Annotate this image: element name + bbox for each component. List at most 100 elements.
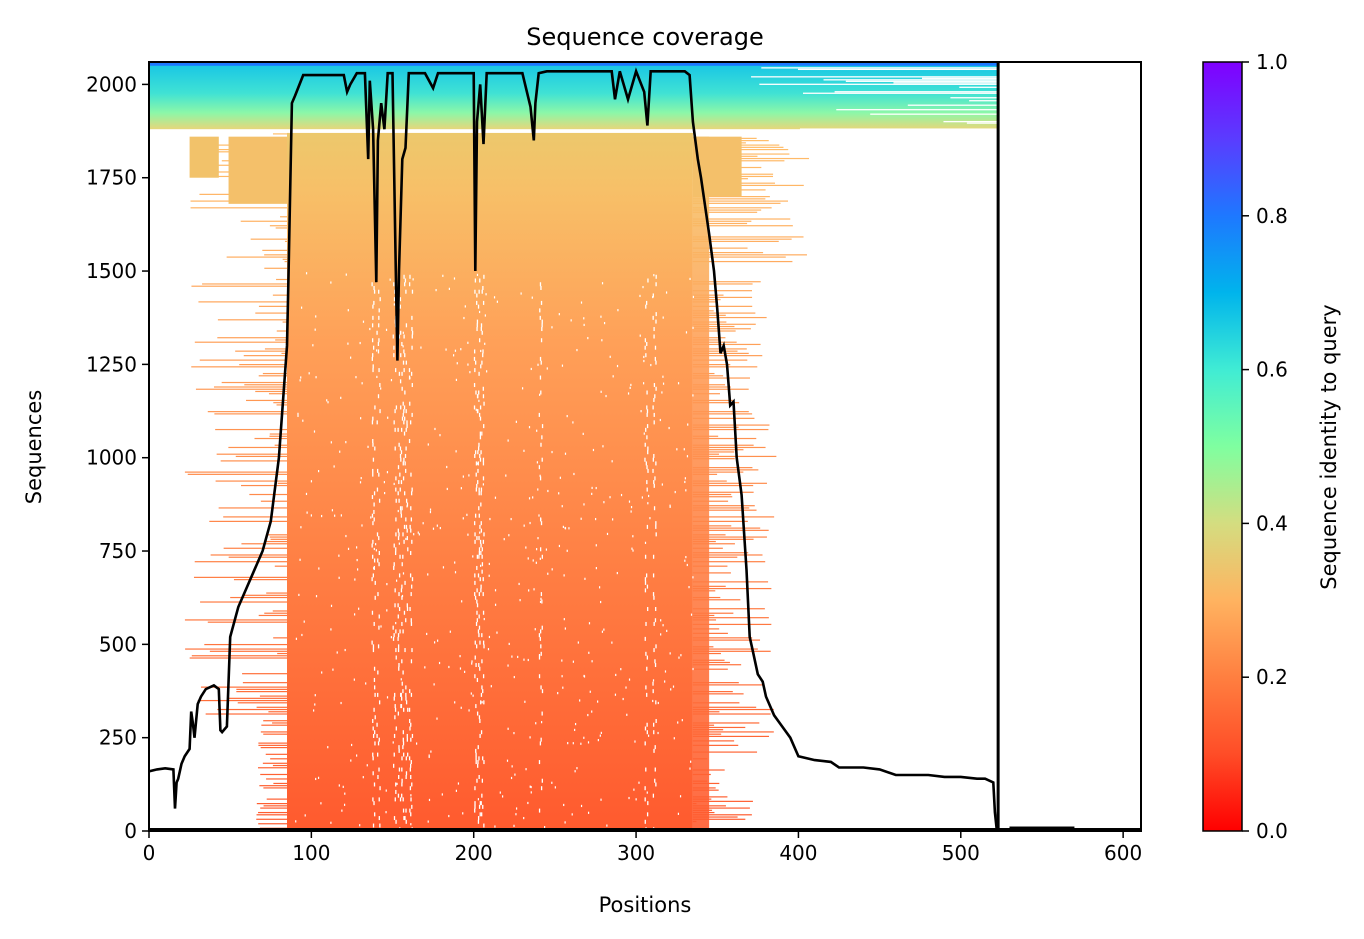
heatmap-right-strip [692, 796, 728, 798]
heatmap-gap [482, 353, 484, 358]
heatmap-gap [403, 610, 406, 615]
heatmap-speck [627, 392, 630, 395]
heatmap-gap [541, 327, 543, 332]
heatmap-right-strip [692, 516, 775, 518]
heatmap-gap [408, 756, 411, 761]
heatmap-speck [689, 277, 691, 281]
heatmap-left-strip [264, 254, 288, 256]
heatmap-speck [600, 390, 602, 393]
heatmap-speck [563, 618, 565, 621]
heatmap-gap [480, 730, 483, 735]
heatmap-gap [474, 592, 476, 597]
heatmap-gap [372, 442, 374, 447]
heatmap-gap [408, 707, 411, 712]
heatmap-gap [476, 644, 478, 649]
heatmap-gap [378, 737, 380, 742]
heatmap-speck [354, 578, 356, 581]
heatmap-gap [474, 539, 476, 544]
heatmap-speck [523, 524, 525, 527]
heatmap-gap [409, 524, 411, 529]
heatmap-gap [397, 528, 399, 533]
heatmap-speck [587, 811, 590, 814]
heatmap-speck [643, 359, 645, 363]
heatmap-gap [476, 588, 478, 593]
heatmap-speck [422, 522, 424, 525]
heatmap-speck [375, 549, 377, 552]
heatmap-speck [479, 531, 481, 534]
heatmap-gap [644, 636, 646, 641]
heatmap-gap [474, 580, 476, 585]
heatmap-right-strip [692, 355, 763, 357]
heatmap-gap [398, 592, 400, 597]
heatmap-right-block [692, 136, 710, 831]
heatmap-gap [411, 334, 413, 339]
heatmap-right-strip [692, 402, 740, 404]
heatmap-gap [402, 412, 404, 417]
heatmap-speck [489, 517, 491, 521]
heatmap-right-strip [692, 648, 758, 650]
heatmap-gap [655, 274, 657, 279]
heatmap-gap [541, 625, 543, 630]
heatmap-right-strip [692, 693, 744, 695]
heatmap-gap [751, 76, 999, 78]
heatmap-gap [655, 312, 657, 317]
heatmap-gap [373, 558, 376, 563]
heatmap-gap [400, 427, 403, 432]
heatmap-gap [397, 711, 400, 716]
heatmap-gap [378, 562, 380, 567]
heatmap-gap [398, 371, 401, 376]
heatmap-speck [362, 776, 364, 779]
heatmap-gap [482, 804, 484, 809]
heatmap-left-strip [268, 393, 288, 395]
heatmap-gap [402, 808, 405, 813]
heatmap-speck [611, 641, 613, 644]
heatmap-right-strip [692, 556, 738, 558]
heatmap-gap [410, 692, 413, 697]
heatmap-speck [625, 686, 627, 689]
heatmap-gap [652, 689, 654, 694]
heatmap-gap [377, 349, 380, 354]
heatmap-speck [455, 378, 458, 382]
heatmap-speck [342, 785, 344, 788]
heatmap-right-strip [692, 220, 752, 222]
heatmap-gap [475, 461, 478, 466]
heatmap-gap [474, 521, 476, 526]
heatmap-left-strip [273, 782, 288, 785]
heatmap-gap [409, 573, 412, 578]
heatmap-gap [400, 588, 403, 593]
heatmap-gap [393, 282, 395, 287]
heatmap-speck [432, 527, 435, 530]
heatmap-gap [644, 588, 647, 593]
heatmap-speck [297, 412, 299, 415]
heatmap-speck [598, 586, 601, 589]
heatmap-right-strip [692, 455, 777, 458]
heatmap-speck [471, 660, 473, 663]
heatmap-gap [654, 618, 657, 623]
heatmap-gap [646, 722, 648, 727]
heatmap-gap [411, 648, 413, 653]
heatmap-gap [475, 663, 477, 668]
heatmap-speck [587, 741, 590, 744]
heatmap-left-strip [217, 337, 288, 339]
coverage-heatmap [149, 62, 1141, 831]
heatmap-gap [539, 356, 542, 361]
heatmap-gap [392, 334, 394, 339]
heatmap-gap [481, 562, 484, 567]
heatmap-gap [655, 319, 657, 324]
heatmap-speck [528, 426, 531, 429]
heatmap-speck [561, 364, 564, 367]
heatmap-gap [372, 733, 375, 738]
heatmap-speck [515, 807, 518, 810]
heatmap-gap [393, 353, 395, 358]
heatmap-gap [478, 371, 480, 376]
heatmap-speck [539, 557, 541, 560]
heatmap-gap [395, 476, 397, 481]
heatmap-gap [481, 812, 483, 817]
heatmap-gap [398, 767, 401, 772]
heatmap-speck [428, 798, 431, 802]
heatmap-gap [475, 704, 477, 709]
heatmap-gap [799, 128, 999, 130]
heatmap-speck [330, 441, 332, 444]
heatmap-right-strip [692, 202, 781, 204]
